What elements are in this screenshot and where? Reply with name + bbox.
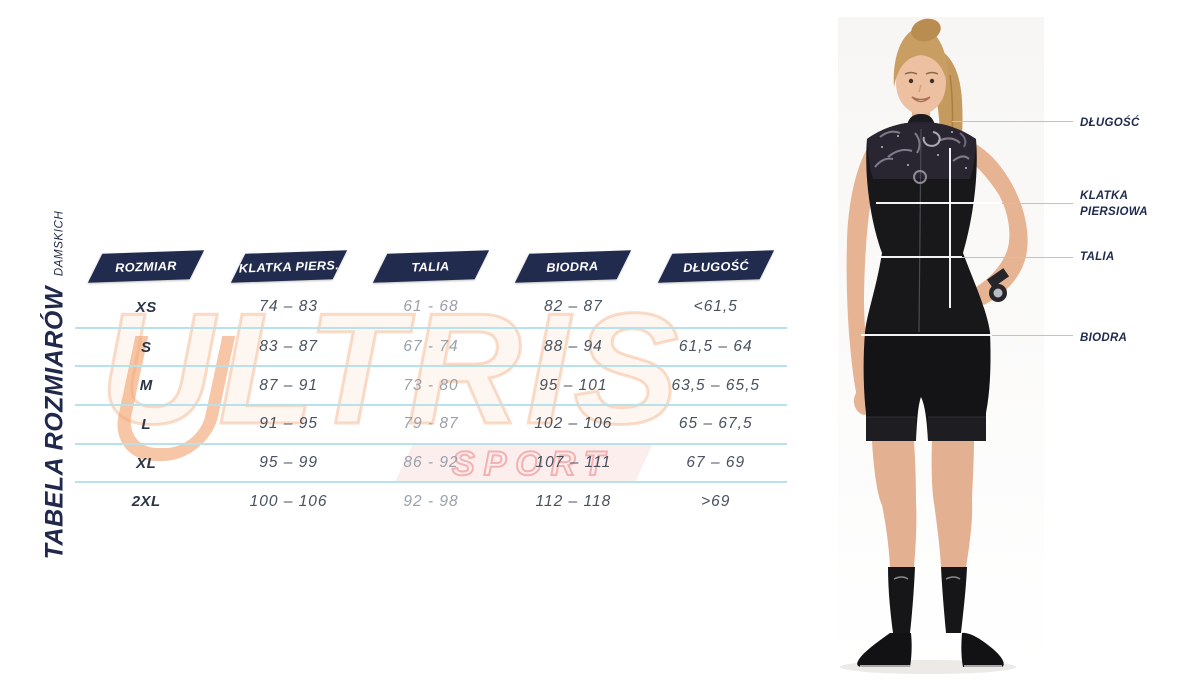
size-cell: XS xyxy=(135,298,157,316)
column-header-rozmiar: ROZMIAR xyxy=(88,250,205,283)
hair xyxy=(893,27,949,87)
measurement-cell: 112 – 118 xyxy=(535,492,612,510)
measurement-cell: 65 – 67,5 xyxy=(678,415,753,433)
sock-logo xyxy=(893,576,961,580)
right-sock xyxy=(941,567,967,633)
left-leg xyxy=(872,441,917,567)
chest-leader-line xyxy=(1002,203,1073,204)
eyebrow xyxy=(925,71,939,75)
measurement-cell: 61 - 68 xyxy=(403,298,459,316)
table-title: TABELA ROZMIARÓW DAMSKICH xyxy=(41,211,70,560)
cycling-shorts xyxy=(863,332,991,441)
size-table-header: ROZMIAR KLATKA PIERS. TALIA BIODRA DŁUGO… xyxy=(75,250,787,283)
measurement-cell: 102 – 106 xyxy=(534,415,613,433)
left-arm xyxy=(846,147,880,397)
waist-line xyxy=(876,256,962,258)
nose xyxy=(918,84,922,93)
length-leader-line xyxy=(952,121,1073,122)
measurement-cell: <61,5 xyxy=(693,298,738,316)
size-cell: S xyxy=(140,338,152,356)
shorts-hem-right xyxy=(928,417,986,441)
hips-leader-line xyxy=(992,335,1073,336)
measurement-cell: 88 – 94 xyxy=(544,338,603,356)
measurement-cell: 83 – 87 xyxy=(259,338,318,356)
smile xyxy=(911,96,931,103)
eye xyxy=(908,78,914,84)
table-row: M 87 – 91 73 - 80 95 – 101 63,5 – 65,5 xyxy=(75,365,787,404)
right-leg xyxy=(931,441,974,567)
measurement-cell: 95 – 99 xyxy=(259,454,318,472)
measurement-cell: 74 – 83 xyxy=(259,298,318,316)
size-table-body: XS 74 – 83 61 - 68 82 – 87 <61,5 S 83 – 87 67 -… xyxy=(75,288,787,520)
measurement-cell: >69 xyxy=(701,492,731,510)
column-header-biodra: BIODRA xyxy=(515,250,632,283)
size-table: ROZMIAR KLATKA PIERS. TALIA BIODRA DŁUGO… xyxy=(75,250,787,520)
size-cell: M xyxy=(139,377,153,395)
measurement-cell: 63,5 – 65,5 xyxy=(671,376,761,394)
measurement-cell: 91 – 95 xyxy=(259,415,318,433)
table-title-main: TABELA ROZMIARÓW xyxy=(40,286,69,560)
model-photo xyxy=(838,17,1044,675)
measurement-cell: 79 - 87 xyxy=(403,415,459,433)
measurement-cell: 73 - 80 xyxy=(403,376,459,394)
size-cell: L xyxy=(141,415,152,433)
label-waist: TALIA xyxy=(1080,251,1115,263)
label-chest: KLATKA PIERSIOWA xyxy=(1080,190,1148,218)
waist-leader-line xyxy=(962,257,1073,258)
brand-watermark-sub: SPORT xyxy=(451,445,614,483)
right-arm xyxy=(960,141,1028,305)
chest-line xyxy=(876,202,1002,204)
hips-line xyxy=(861,334,992,336)
brand-watermark: ULTRIS xyxy=(99,281,683,457)
column-header-klatka: KLATKA PIERS. xyxy=(230,250,347,283)
left-shoe xyxy=(857,633,912,667)
measurement-cell: 67 – 69 xyxy=(686,454,746,472)
left-sock xyxy=(888,567,915,633)
measurement-cell: 92 - 98 xyxy=(403,492,459,510)
eyebrow xyxy=(904,71,918,75)
measurement-cell: 82 – 87 xyxy=(544,298,603,316)
size-cell: XL xyxy=(136,454,157,472)
measurement-cell: 95 – 101 xyxy=(539,376,608,394)
watch-strap xyxy=(986,268,1010,288)
vest-yoke-panel xyxy=(867,122,976,179)
yoke-dots xyxy=(881,131,967,169)
shorts-hem-left xyxy=(866,417,916,441)
table-title-sub: DAMSKICH xyxy=(53,210,66,277)
table-row: L 91 – 95 79 - 87 102 – 106 65 – 67,5 xyxy=(75,404,787,443)
table-row: S 83 – 87 67 - 74 88 – 94 61,5 – 64 xyxy=(75,326,787,366)
table-row: XS 74 – 83 61 - 68 82 – 87 <61,5 xyxy=(75,288,787,327)
hair-bun xyxy=(911,18,941,42)
table-row: 2XL 100 – 106 92 - 98 112 – 118 >69 xyxy=(75,481,787,520)
measurement-cell: 86 - 92 xyxy=(403,454,459,472)
label-length: DŁUGOŚĆ xyxy=(1080,117,1140,129)
zipper-pull-ring xyxy=(913,170,927,184)
measurement-cell: 100 – 106 xyxy=(249,492,328,510)
table-row: XL 95 – 99 86 - 92 107 – 111 67 – 69 xyxy=(75,442,787,482)
yoke-floral-pattern xyxy=(874,130,970,168)
head xyxy=(896,52,946,114)
measurement-cell: 87 – 91 xyxy=(259,376,318,394)
column-header-talia: TALIA xyxy=(372,250,490,283)
length-vertical-line xyxy=(949,148,951,308)
column-header-dlugosc: DŁUGOŚĆ xyxy=(657,250,774,283)
right-shoe xyxy=(961,632,1004,667)
eye xyxy=(929,78,935,84)
size-cell: 2XL xyxy=(131,493,161,511)
label-hips: BIODRA xyxy=(1080,332,1128,344)
measurement-cell: 67 - 74 xyxy=(403,338,459,356)
measurement-cell: 61,5 – 64 xyxy=(678,338,753,356)
measurement-cell: 107 – 111 xyxy=(535,454,612,472)
zipper xyxy=(918,128,922,333)
